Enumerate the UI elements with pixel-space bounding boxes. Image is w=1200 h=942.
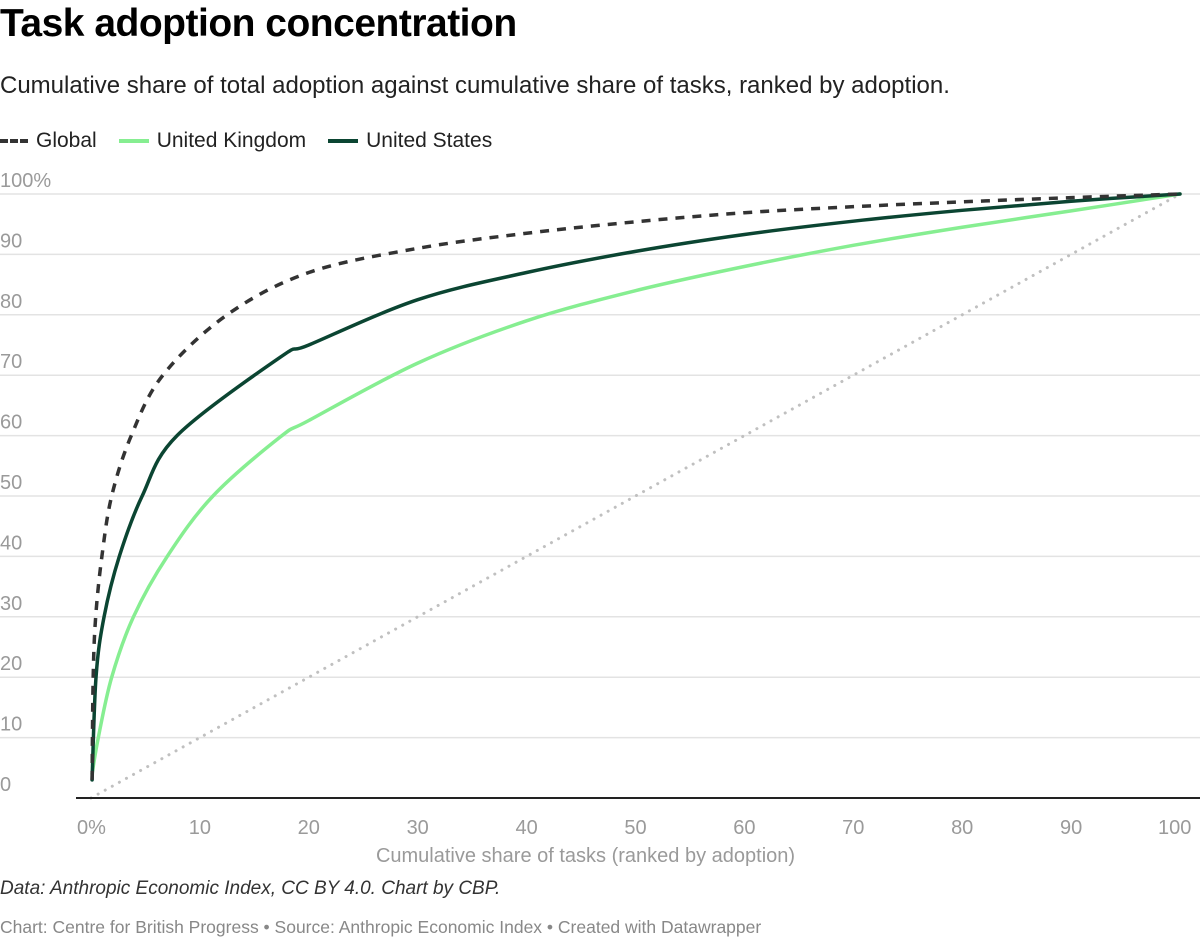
legend-swatch-global: [0, 139, 28, 143]
x-tick-label: 70: [842, 817, 864, 839]
x-tick-label: 30: [407, 817, 429, 839]
legend-item-uk: United Kingdom: [118, 129, 307, 153]
y-tick-label: 0: [0, 774, 11, 796]
y-tick-label: 30: [0, 593, 22, 615]
footer-credits: Chart: Centre for British Progress • Sou…: [0, 917, 762, 937]
x-tick-label: 20: [298, 817, 320, 839]
series-line-global: [90, 192, 1181, 780]
x-tick-label: 40: [515, 817, 537, 839]
chart-title: Task adoption concentration: [0, 2, 517, 45]
legend-label: Global: [36, 129, 97, 152]
legend-label: United States: [366, 129, 493, 152]
legend-item-global: Global: [0, 129, 97, 153]
y-tick-label: 80: [0, 291, 22, 313]
legend: Global United Kingdom United States: [0, 129, 492, 153]
series-line-united-kingdom: [90, 192, 1182, 776]
y-tick-label: 90: [0, 230, 22, 252]
legend-label: United Kingdom: [156, 129, 307, 152]
x-tick-label: 10: [189, 817, 211, 839]
legend-swatch-us: [328, 139, 359, 143]
y-tick-label: 40: [0, 532, 22, 554]
x-tick-label: 0%: [77, 817, 106, 839]
x-tick-label: 60: [733, 817, 755, 839]
y-tick-label: 70: [0, 351, 22, 373]
chart-subtitle: Cumulative share of total adoption again…: [0, 72, 950, 99]
x-tick-label: 50: [624, 817, 646, 839]
y-tick-label: 20: [0, 653, 22, 675]
y-tick-label: 100%: [0, 170, 51, 192]
x-tick-label: 80: [951, 817, 973, 839]
y-tick-label: 10: [0, 714, 22, 736]
x-axis-label: Cumulative share of tasks (ranked by ado…: [376, 845, 795, 867]
data-note: Data: Anthropic Economic Index, CC BY 4.…: [0, 878, 501, 899]
series-line-united-states: [90, 192, 1182, 782]
x-tick-label: 90: [1060, 817, 1082, 839]
equality-reference-line: [89, 192, 1182, 800]
y-tick-label: 60: [0, 412, 22, 434]
y-tick-label: 50: [0, 472, 22, 494]
legend-item-us: United States: [328, 129, 492, 153]
legend-swatch-uk: [118, 139, 149, 143]
x-tick-label: 100: [1158, 817, 1191, 839]
